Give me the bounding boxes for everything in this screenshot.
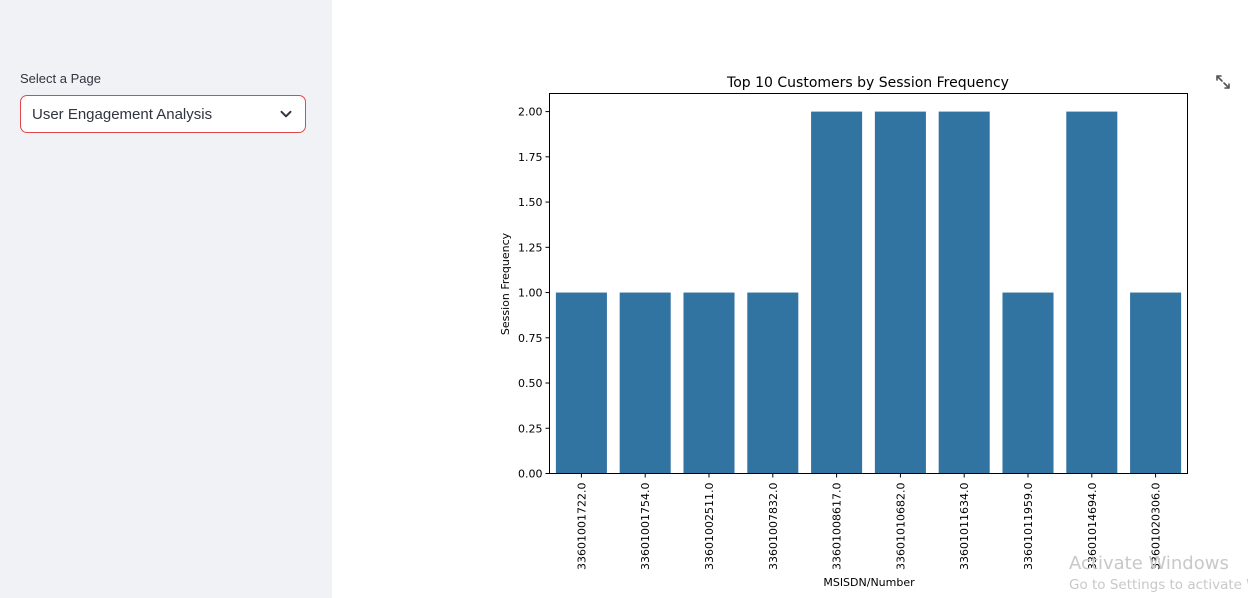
bar-33601014694.0 (1066, 111, 1118, 474)
y-axis-label: Session Frequency (499, 232, 512, 335)
y-tick-label: 1.25 (518, 241, 543, 254)
page-select-dropdown[interactable]: User Engagement Analysis (20, 95, 306, 133)
chevron-down-icon (279, 107, 293, 121)
y-tick-label: 0.00 (518, 468, 543, 481)
fullscreen-expand-button[interactable] (1214, 73, 1232, 91)
y-tick-label: 1.00 (518, 287, 543, 300)
bar-33601011959.0 (1002, 292, 1054, 474)
axes-frame (549, 93, 1188, 474)
bar-33601008617.0 (811, 111, 863, 474)
x-tick-label: 33601008617.0 (831, 483, 844, 570)
y-tick-label: 1.75 (518, 151, 543, 164)
bar-33601001754.0 (619, 292, 671, 474)
activate-windows-watermark: Activate Windows Go to Settings to activ… (1069, 553, 1248, 595)
x-tick-label: 33601007832.0 (767, 483, 780, 570)
bars-layer (555, 111, 1182, 474)
y-ticks: 0.00 0.25 0.50 0.75 1.00 1.25 1.50 1.75 2.00 (518, 106, 550, 481)
x-tick-label: 33601010682.0 (894, 483, 907, 570)
watermark-subtitle: Go to Settings to activate Windows. (1069, 577, 1248, 593)
fullscreen-expand-icon (1216, 75, 1230, 89)
y-tick-label: 0.50 (518, 377, 543, 390)
x-tick-label: 33601014694.0 (1086, 483, 1099, 570)
bar-33601010682.0 (874, 111, 926, 474)
bar-33601001722.0 (555, 292, 607, 474)
watermark-title: Activate Windows (1069, 553, 1229, 574)
x-tick-label: 33601020306.0 (1150, 483, 1163, 570)
x-axis-label: MSISDN/Number (823, 576, 915, 589)
x-tick-label: 33601001722.0 (575, 483, 588, 570)
y-tick-label: 0.75 (518, 332, 543, 345)
y-tick-label: 0.25 (518, 422, 543, 435)
x-tick-label: 33601011634.0 (958, 483, 971, 570)
sidebar: Select a Page User Engagement Analysis (0, 0, 332, 598)
y-tick-label: 1.50 (518, 196, 543, 209)
bar-33601011634.0 (938, 111, 990, 474)
x-tick-label: 33601001754.0 (639, 483, 652, 570)
bar-33601020306.0 (1130, 292, 1182, 474)
x-tick-label: 33601011959.0 (1022, 483, 1035, 570)
bar-33601002511.0 (683, 292, 735, 474)
page-select-value: User Engagement Analysis (32, 105, 213, 123)
bar-33601007832.0 (747, 292, 799, 474)
page-select-label: Select a Page (20, 71, 101, 86)
x-tick-label: 33601002511.0 (703, 483, 716, 570)
x-ticks: 33601001722.0 33601001754.0 33601002511.0 3… (575, 473, 1163, 570)
chart-title: Top 10 Customers by Session Frequency (726, 75, 1009, 91)
y-tick-label: 2.00 (518, 106, 543, 119)
